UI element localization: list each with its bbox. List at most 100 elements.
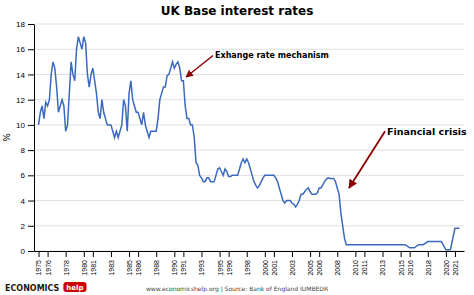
x-tick-label: 2016 xyxy=(407,260,414,276)
logo-text: help xyxy=(66,284,83,292)
x-tick-label: 1983 xyxy=(108,260,115,276)
line xyxy=(39,37,460,250)
x-tick: 1986 xyxy=(135,251,142,276)
x-tick: 2008 xyxy=(334,251,341,276)
x-tick-mark xyxy=(355,251,356,257)
y-tick: 4 xyxy=(21,197,34,206)
x-tick: 1996 xyxy=(226,251,233,276)
grid-line xyxy=(34,251,464,252)
x-tick: 2016 xyxy=(407,251,414,276)
y-tick-label: 6 xyxy=(21,171,26,180)
x-tick-label: 1996 xyxy=(226,260,233,276)
y-tick: 12 xyxy=(16,96,34,105)
x-tick-mark xyxy=(265,251,266,257)
x-tick: 2021 xyxy=(452,251,459,276)
plot-area xyxy=(39,37,460,250)
x-tick: 1993 xyxy=(198,251,205,276)
x-tick: 2005 xyxy=(307,251,314,276)
y-axis-line xyxy=(34,25,35,252)
y-tick-mark xyxy=(28,125,34,126)
y-tick: 18 xyxy=(16,20,34,29)
y-tick-mark xyxy=(28,74,34,75)
x-tick-mark xyxy=(364,251,365,257)
grid xyxy=(34,24,464,251)
x-tick: 1998 xyxy=(244,251,251,276)
x-tick-mark xyxy=(310,251,311,257)
x-tick-mark xyxy=(455,251,456,257)
y-axis: 0 2 4 6 8 10 12 14 16 18 xyxy=(16,20,34,256)
x-tick-label: 2021 xyxy=(452,260,459,276)
y-tick-mark xyxy=(28,24,34,25)
x-tick-mark xyxy=(220,251,221,257)
x-tick-mark xyxy=(274,251,275,257)
x-tick-mark xyxy=(156,251,157,257)
x-tick: 2003 xyxy=(289,251,296,276)
x-tick-label: 2010 xyxy=(352,260,359,276)
grid-line xyxy=(34,24,464,25)
y-tick: 16 xyxy=(16,45,34,54)
y-tick: 10 xyxy=(16,121,34,130)
x-tick-label: 1980 xyxy=(81,260,88,276)
logo-text: ECONOMICS xyxy=(5,284,60,293)
x-tick-label: 1986 xyxy=(135,260,142,276)
x-tick-mark xyxy=(337,251,338,257)
x-tick-label: 2001 xyxy=(271,260,278,276)
logo-box xyxy=(63,282,86,292)
x-tick: 2001 xyxy=(271,251,278,276)
y-tick-mark xyxy=(28,49,34,50)
y-tick-label: 18 xyxy=(16,20,25,29)
x-tick: 1983 xyxy=(108,251,115,276)
x-tick-label: 2013 xyxy=(379,260,386,276)
x-tick-label: 1988 xyxy=(153,260,160,276)
x-tick-mark xyxy=(84,251,85,257)
y-tick-label: 12 xyxy=(16,96,25,105)
y-tick-label: 16 xyxy=(16,45,25,54)
x-tick: 1991 xyxy=(180,251,187,276)
x-tick-label: 1990 xyxy=(171,260,178,276)
x-tick-mark xyxy=(66,251,67,257)
y-tick-label: 10 xyxy=(16,121,25,130)
x-tick-mark xyxy=(292,251,293,257)
y-tick-mark xyxy=(28,150,34,151)
y-tick-label: 0 xyxy=(21,247,26,256)
grid-line xyxy=(34,99,464,100)
x-tick: 2000 xyxy=(262,251,269,276)
x-tick-label: 2006 xyxy=(316,260,323,276)
y-tick-label: 14 xyxy=(16,71,25,80)
x-tick-label: 2011 xyxy=(361,260,368,275)
x-tick-label: 2003 xyxy=(289,260,296,276)
x-tick-mark xyxy=(401,251,402,257)
x-tick-mark xyxy=(229,251,230,257)
annotations: Exhange rate mechanism Financial crisis xyxy=(186,51,467,188)
y-tick-label: 2 xyxy=(21,222,26,231)
x-tick: 2011 xyxy=(361,251,368,275)
grid-line xyxy=(34,225,464,226)
x-tick-mark xyxy=(319,251,320,257)
annotation-text: Exhange rate mechanism xyxy=(215,51,329,60)
y-tick-label: 4 xyxy=(21,197,26,206)
y-tick-label: 8 xyxy=(21,146,26,155)
y-tick: 2 xyxy=(21,222,34,231)
annotation-text: Financial crisis xyxy=(387,126,467,137)
x-tick-mark xyxy=(247,251,248,257)
grid-line xyxy=(34,150,464,151)
y-tick-mark xyxy=(28,226,34,227)
annotation-arrow xyxy=(349,131,385,188)
x-tick-label: 2000 xyxy=(262,260,269,276)
x-tick: 1988 xyxy=(153,251,160,276)
x-tick-label: 2020 xyxy=(443,260,450,276)
x-tick: 1976 xyxy=(45,251,52,276)
x-tick-mark xyxy=(428,251,429,257)
x-tick: 1978 xyxy=(63,251,70,276)
x-tick-label: 1998 xyxy=(244,260,251,276)
x-tick-mark xyxy=(183,251,184,257)
annotation-arrow xyxy=(186,56,213,77)
x-tick-label: 2005 xyxy=(307,260,314,276)
grid-line xyxy=(34,49,464,50)
x-tick-label: 1981 xyxy=(90,260,97,276)
title: UK Base interest rates xyxy=(161,4,314,18)
x-tick-label: 1995 xyxy=(217,260,224,276)
x-tick-mark xyxy=(39,251,40,257)
logo: ECONOMICS help xyxy=(5,282,87,293)
y-axis-label: % xyxy=(2,133,12,142)
